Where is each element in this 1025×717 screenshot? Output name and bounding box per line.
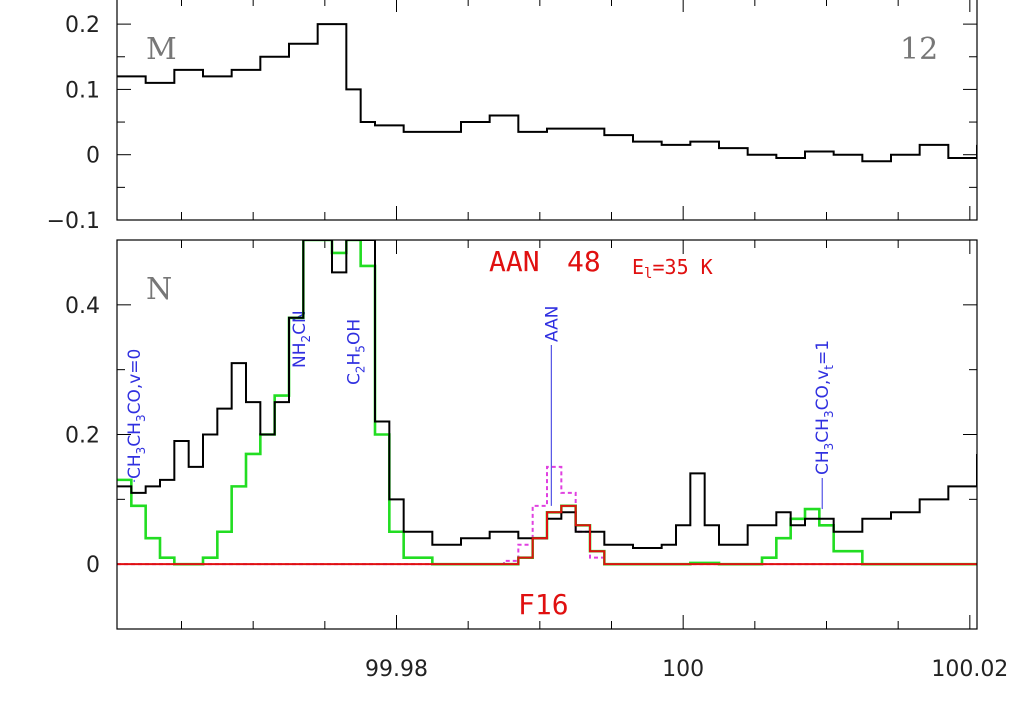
line-markers: CH3CH3CO,v=0 NH2CN C2H5OH AAN CH3CH3CO,vt=1	[125, 306, 836, 510]
marker-label: CH3CH3CO,vt=1	[813, 340, 836, 475]
top-panel-ticks	[117, 0, 977, 221]
bottom-panel-frame	[116, 239, 978, 630]
top-panel-frame	[116, 0, 978, 221]
annotation-filter: F16	[518, 588, 569, 621]
bottom-panel-x-tick-labels: 99.98 100 100.02	[365, 657, 1008, 682]
y-tick-label: −0.1	[47, 209, 100, 234]
x-tick-label: 99.98	[365, 657, 428, 682]
marker-label: CH3CH3CO,v=0	[125, 349, 148, 479]
y-tick-label: 0.4	[65, 294, 100, 319]
series-model-species-alt	[117, 465, 977, 566]
y-tick-label: 0	[86, 144, 100, 169]
top-panel-y-tick-labels: −0.1 0 0.1 0.2	[47, 13, 100, 234]
annotation-species: AAN	[489, 245, 540, 278]
annotation-number: 48	[567, 245, 601, 278]
bottom-panel-series	[117, 240, 977, 566]
marker-label: C2H5OH	[345, 319, 368, 385]
panel-label-m: M	[146, 32, 177, 67]
series-observed	[117, 240, 977, 549]
x-tick-label: 100	[662, 657, 704, 682]
annotation-energy: El=35 K	[632, 255, 713, 282]
series-observed	[117, 23, 977, 163]
line-marker: AAN	[542, 306, 562, 506]
panel-number: 12	[900, 32, 938, 67]
y-tick-label: 0.1	[65, 78, 100, 103]
x-tick-label: 100.02	[931, 657, 1008, 682]
y-tick-label: 0.2	[65, 424, 100, 449]
y-tick-label: 0.2	[65, 13, 100, 38]
panel-m: −0.1 0 0.1 0.2 M 12	[47, 0, 978, 234]
panel-label-n: N	[146, 272, 172, 307]
line-marker: CH3CH3CO,vt=1	[813, 340, 836, 510]
marker-label: NH2CN	[290, 310, 313, 368]
top-panel-series	[117, 23, 977, 163]
line-marker: C2H5OH	[345, 319, 368, 385]
line-marker: CH3CH3CO,v=0	[125, 349, 148, 482]
marker-label: AAN	[542, 306, 562, 342]
bottom-panel-y-tick-labels: 0 0.2 0.4	[65, 294, 100, 578]
y-tick-label: 0	[86, 553, 100, 578]
bottom-panel-ticks	[117, 239, 977, 630]
series-model-species	[117, 504, 977, 566]
line-marker: NH2CN	[290, 310, 313, 368]
